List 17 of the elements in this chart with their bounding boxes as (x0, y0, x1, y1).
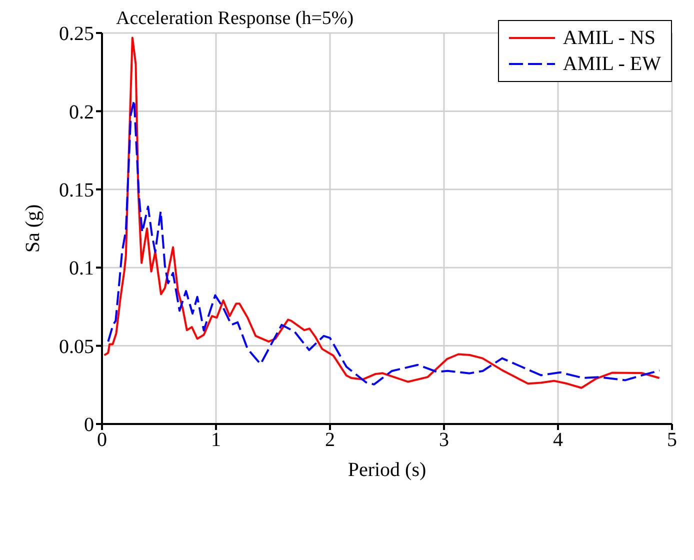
y-tick-label: 0.1 (69, 258, 94, 280)
legend-label: AMIL - NS (562, 26, 656, 51)
y-tick-label: 0.15 (59, 180, 94, 202)
legend-label: AMIL - EW (562, 52, 661, 77)
x-tick-label: 3 (439, 429, 449, 452)
y-tick-label: 0 (84, 414, 94, 436)
line-series (107, 99, 660, 386)
x-axis-title: Period (s) (348, 459, 426, 481)
y-axis-title: Sa (g) (22, 204, 44, 253)
x-tick-label: 1 (211, 429, 221, 452)
x-tick-label: 5 (667, 429, 677, 452)
x-tick-label: 4 (553, 429, 563, 452)
y-tick-label: 0.2 (69, 101, 94, 124)
y-tick-label: 0.05 (59, 336, 94, 358)
y-tick-label: 0.25 (59, 23, 94, 46)
x-tick-label: 2 (325, 429, 335, 452)
chart-title: Acceleration Response (h=5%) (116, 8, 354, 30)
